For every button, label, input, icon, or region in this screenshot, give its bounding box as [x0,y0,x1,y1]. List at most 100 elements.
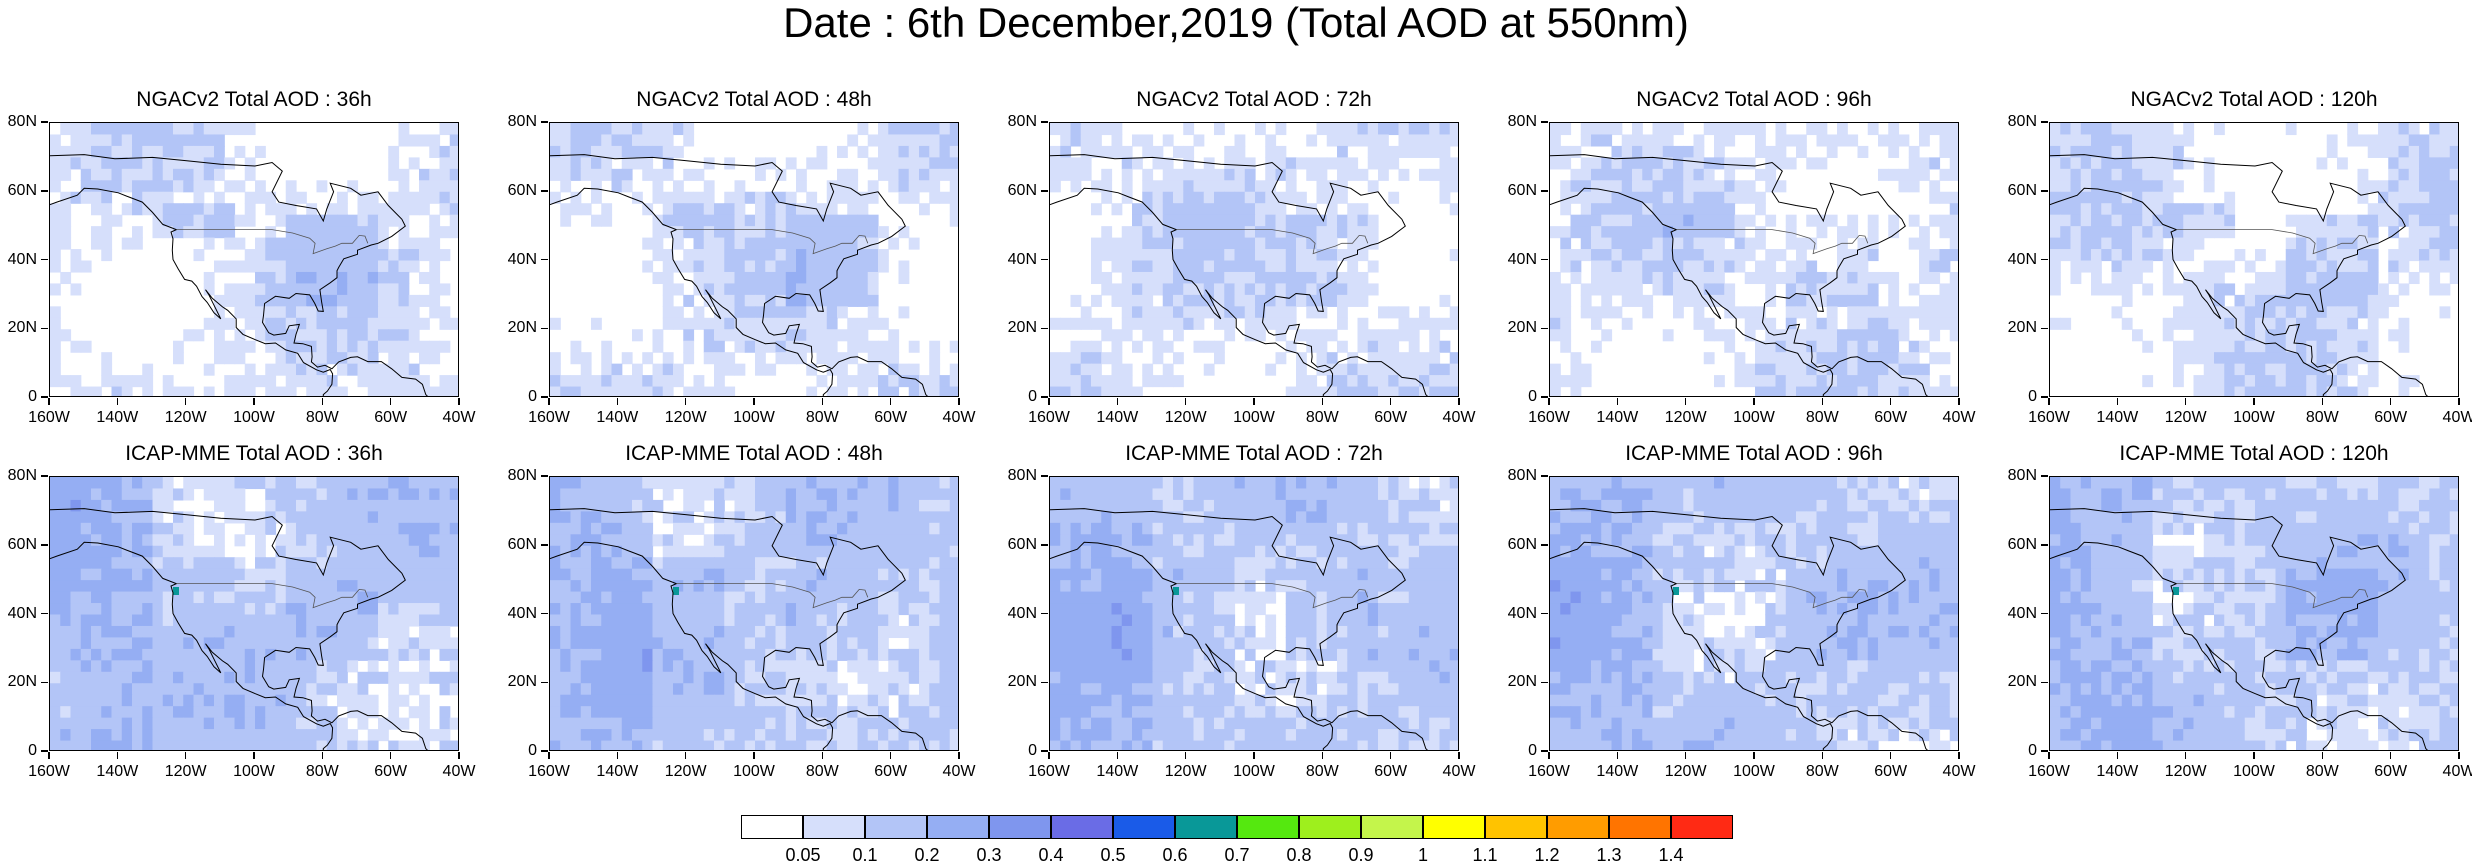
y-tick-label: 80N [1997,467,2037,485]
x-tick-mark [958,398,960,405]
y-tick-label: 40N [997,605,1037,623]
y-tick-label: 80N [497,113,537,131]
x-tick-mark [2048,752,2050,759]
x-tick-label: 80W [2292,409,2352,427]
x-tick-mark [822,398,824,405]
aod-field [2050,123,2459,397]
y-tick-mark [1541,682,1548,684]
x-tick-label: 140W [87,763,147,781]
x-tick-mark [1822,752,1824,759]
x-tick-label: 100W [1724,409,1784,427]
x-tick-label: 120W [656,763,716,781]
y-tick-label: 40N [0,605,37,623]
x-tick-mark [617,752,619,759]
map-frame [49,476,459,751]
x-tick-label: 140W [587,409,647,427]
colorbar-swatch [1423,815,1485,839]
x-tick-mark [1458,398,1460,405]
x-tick-mark [185,752,187,759]
colorbar-label: 1 [1393,845,1453,865]
y-tick-mark [541,121,548,123]
y-tick-mark [1041,682,1048,684]
x-tick-mark [1117,398,1119,405]
y-tick-mark [2041,750,2048,752]
y-tick-mark [2041,682,2048,684]
x-tick-mark [1685,398,1687,405]
y-tick-label: 60N [1497,536,1537,554]
x-tick-mark [322,398,324,405]
y-tick-label: 20N [497,319,537,337]
x-tick-label: 120W [1656,763,1716,781]
y-tick-mark [2041,475,2048,477]
colorbar-swatch [1485,815,1547,839]
x-tick-label: 60W [1361,409,1421,427]
y-tick-mark [2041,190,2048,192]
colorbar-swatch [927,815,989,839]
y-tick-label: 20N [997,673,1037,691]
x-tick-mark [253,752,255,759]
x-tick-mark [1890,752,1892,759]
colorbar-label: 0.2 [897,845,957,865]
x-tick-label: 140W [1087,409,1147,427]
x-tick-mark [1890,398,1892,405]
y-tick-mark [41,190,48,192]
x-tick-mark [1185,398,1187,405]
y-tick-label: 60N [1997,536,2037,554]
x-tick-mark [185,398,187,405]
panel-title: NGACv2 Total AOD : 48h [549,88,959,112]
x-tick-label: 60W [1861,763,1921,781]
y-tick-mark [1041,613,1048,615]
y-tick-label: 0 [0,388,37,406]
x-tick-label: 120W [156,763,216,781]
y-tick-mark [541,475,548,477]
x-tick-label: 40W [2429,763,2472,781]
x-tick-mark [2185,398,2187,405]
colorbar-label: 1.4 [1641,845,1701,865]
y-tick-mark [1541,475,1548,477]
y-tick-mark [541,682,548,684]
x-tick-mark [1185,752,1187,759]
y-tick-mark [1541,750,1548,752]
y-tick-mark [41,750,48,752]
x-tick-label: 160W [19,409,79,427]
colorbar-swatch [1175,815,1237,839]
x-tick-mark [2322,752,2324,759]
map-frame [1549,122,1959,397]
y-tick-label: 60N [497,182,537,200]
x-tick-label: 80W [1792,763,1852,781]
y-tick-mark [41,475,48,477]
x-tick-mark [2390,398,2392,405]
x-tick-label: 120W [2156,763,2216,781]
y-tick-label: 80N [997,467,1037,485]
colorbar-label: 0.05 [773,845,833,865]
y-tick-label: 20N [997,319,1037,337]
x-tick-mark [1753,398,1755,405]
y-tick-mark [1541,259,1548,261]
x-tick-mark [1822,398,1824,405]
x-tick-label: 60W [861,763,921,781]
x-tick-label: 40W [1429,409,1489,427]
y-tick-label: 80N [997,113,1037,131]
x-tick-mark [2390,752,2392,759]
aod-field [50,477,459,751]
y-tick-mark [41,259,48,261]
aod-map-svg [1050,123,1459,397]
aod-map-svg [1050,477,1459,751]
x-tick-label: 120W [156,409,216,427]
y-tick-label: 60N [497,536,537,554]
x-tick-label: 100W [724,763,784,781]
x-tick-label: 40W [429,763,489,781]
x-tick-label: 60W [1361,763,1421,781]
colorbar-swatch [1361,815,1423,839]
x-tick-mark [458,398,460,405]
x-tick-mark [390,752,392,759]
x-tick-mark [1117,752,1119,759]
y-tick-label: 40N [0,251,37,269]
x-tick-mark [1753,752,1755,759]
x-tick-label: 80W [292,409,352,427]
aod-hotspot [1673,587,1679,595]
x-tick-mark [322,752,324,759]
